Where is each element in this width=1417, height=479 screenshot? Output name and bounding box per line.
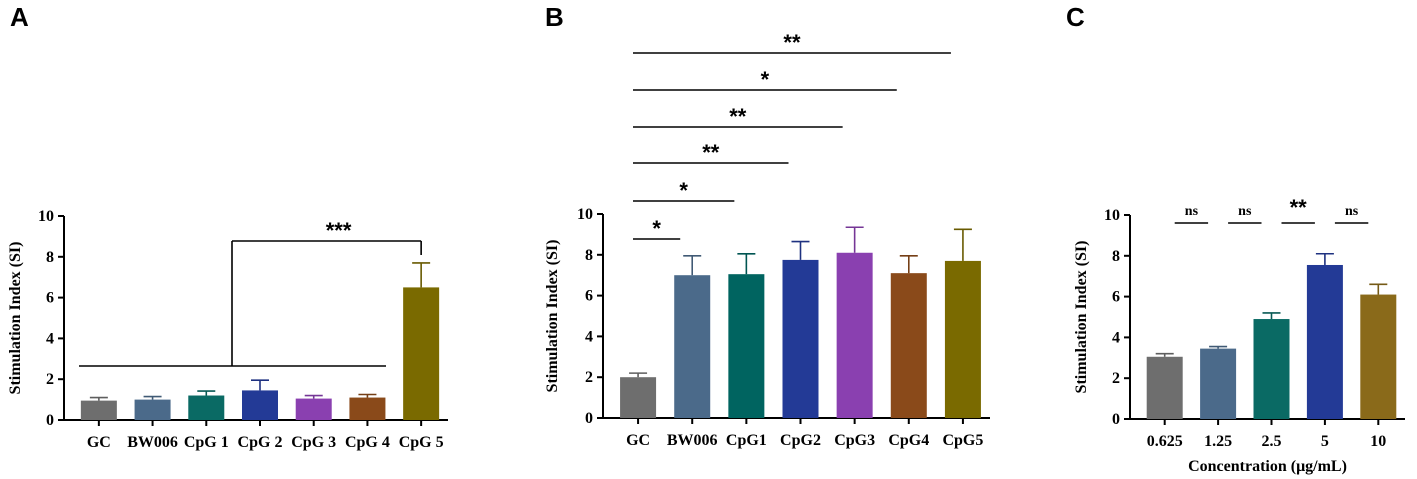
y-tick-label: 2 — [1112, 370, 1120, 387]
y-tick-label: 6 — [1112, 289, 1120, 306]
significance-label: * — [761, 67, 770, 92]
x-tick-label: 5 — [1321, 433, 1329, 450]
y-tick-label: 10 — [1104, 207, 1120, 224]
x-tick-label: 0.625 — [1147, 433, 1183, 450]
bar-bw006 — [134, 399, 171, 420]
significance-label: * — [652, 216, 661, 241]
x-tick-label: BW006 — [127, 434, 178, 451]
y-axis-label: Stimulation Index (SI) — [1073, 241, 1090, 394]
bar-cpg5 — [944, 260, 981, 418]
x-tick-label: 1.25 — [1204, 433, 1232, 450]
bar-gc — [620, 377, 657, 418]
panel-letter-b: B — [545, 2, 564, 32]
y-axis-label: Stimulation Index (SI) — [544, 240, 561, 393]
panel-a-chart: 0 2 4 6 8 10 Stimulation Index (SI) GC BW006 CpG … — [7, 208, 448, 451]
significance-label: ns — [1345, 204, 1359, 219]
bar-5 — [1306, 264, 1343, 419]
significance-label: ** — [1290, 195, 1308, 220]
y-tick-label: 8 — [46, 249, 54, 266]
significance-label: ** — [702, 140, 720, 165]
bar-cpg-1 — [188, 395, 225, 420]
x-tick-label: 10 — [1370, 433, 1386, 450]
x-tick-label: BW006 — [667, 432, 718, 449]
x-tick-label: CpG 4 — [345, 434, 390, 451]
x-tick-label: CpG 2 — [238, 434, 283, 451]
bar-gc — [80, 400, 117, 420]
bar-10 — [1360, 294, 1397, 419]
bar-cpg-4 — [349, 397, 386, 420]
x-tick-label: CpG 5 — [399, 434, 444, 451]
significance-label: ** — [783, 30, 801, 55]
y-tick-label: 6 — [585, 288, 593, 305]
bar-1-25 — [1200, 348, 1237, 419]
significance-label: ** — [729, 104, 747, 129]
y-tick-label: 2 — [46, 371, 54, 388]
panel-b-chart: 0 2 4 6 8 10 Stimulation Index (SI) GC BW006 CpG1… — [544, 30, 990, 449]
x-tick-label: 2.5 — [1262, 433, 1282, 450]
x-tick-label: CpG 1 — [184, 434, 229, 451]
x-tick-label: CpG4 — [888, 432, 929, 449]
y-tick-label: 10 — [38, 208, 54, 225]
bar-cpg1 — [728, 274, 765, 418]
y-tick-label: 4 — [46, 330, 54, 347]
bar-cpg-5 — [403, 287, 440, 420]
y-tick-label: 0 — [1112, 411, 1120, 428]
x-tick-label: GC — [626, 432, 650, 449]
x-axis-label: Concentration (μg/mL) — [1188, 458, 1347, 475]
x-tick-label: GC — [87, 434, 111, 451]
y-tick-label: 8 — [585, 247, 593, 264]
x-tick-label: CpG 3 — [291, 434, 336, 451]
panel-c-chart: 0 2 4 6 8 10 Stimulation Index (SI) 0.625 1.25 2.… — [1073, 195, 1405, 475]
bar-cpg-2 — [242, 390, 278, 420]
bar-cpg3 — [836, 252, 873, 418]
significance-label: ns — [1238, 204, 1252, 219]
bar-2-5 — [1253, 319, 1290, 419]
significance-label: *** — [326, 218, 352, 243]
y-tick-label: 4 — [1112, 329, 1120, 346]
bar-0-625 — [1146, 356, 1183, 419]
bar-cpg4 — [890, 273, 927, 418]
y-tick-label: 2 — [585, 369, 593, 386]
panel-letter-c: C — [1066, 2, 1085, 32]
y-tick-label: 4 — [585, 328, 593, 345]
y-tick-label: 8 — [1112, 248, 1120, 265]
bar-cpg-3 — [295, 398, 332, 420]
bar-bw006 — [674, 275, 711, 418]
bar-cpg2 — [782, 259, 819, 418]
x-tick-label: CpG3 — [834, 432, 875, 449]
y-tick-label: 6 — [46, 290, 54, 307]
panel-letter-a: A — [10, 2, 29, 32]
significance-label: * — [679, 178, 688, 203]
y-tick-label: 0 — [585, 410, 593, 427]
significance-label: ns — [1185, 204, 1199, 219]
y-tick-label: 0 — [46, 412, 54, 429]
x-tick-label: CpG2 — [780, 432, 821, 449]
x-tick-label: CpG1 — [726, 432, 767, 449]
x-tick-label: CpG5 — [942, 432, 983, 449]
y-axis-label: Stimulation Index (SI) — [7, 242, 24, 395]
y-tick-label: 10 — [577, 206, 593, 223]
